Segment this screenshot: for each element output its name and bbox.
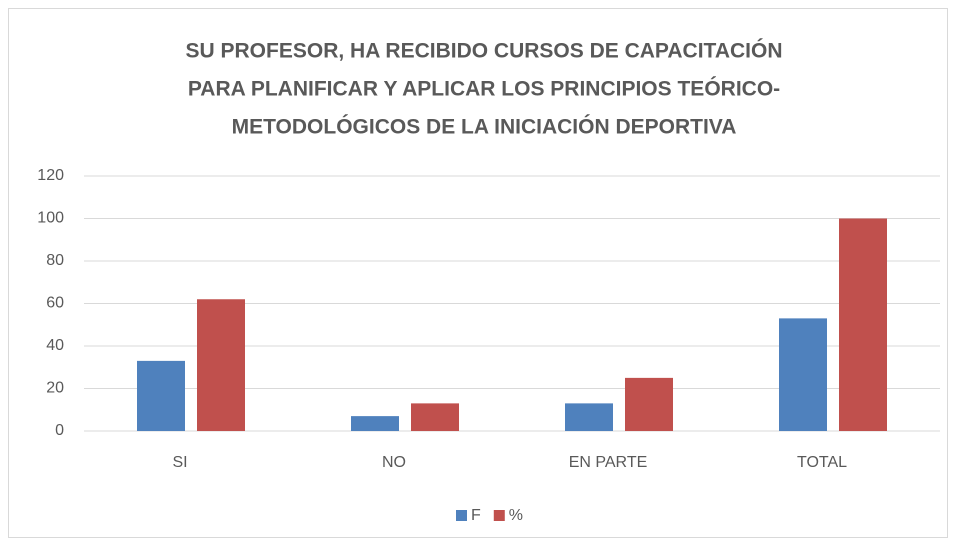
bar (625, 377, 673, 431)
legend-label: F (471, 507, 481, 524)
bar (411, 403, 459, 431)
legend-label: % (509, 507, 523, 524)
x-tick-label: SI (172, 454, 187, 471)
x-tick-label: EN PARTE (569, 454, 648, 471)
bar (137, 360, 185, 431)
y-tick-label: 120 (37, 167, 64, 184)
bar (779, 318, 827, 431)
legend-swatch (493, 510, 505, 521)
x-tick-label: TOTAL (797, 454, 847, 471)
bar (839, 218, 887, 431)
bar (197, 299, 245, 431)
x-tick-label: NO (382, 454, 406, 471)
chart-title: PARA PLANIFICAR Y APLICAR LOS PRINCIPIOS… (188, 77, 780, 101)
bar (351, 416, 399, 431)
y-tick-label: 60 (46, 295, 64, 312)
chart-border (8, 8, 948, 538)
y-tick-label: 100 (37, 210, 64, 227)
y-tick-label: 20 (46, 380, 64, 397)
chart-title: SU PROFESOR, HA RECIBIDO CURSOS DE CAPAC… (186, 39, 783, 63)
chart-title: METODOLÓGICOS DE LA INICIACIÓN DEPORTIVA (232, 115, 737, 139)
bar (565, 403, 613, 431)
y-tick-label: 80 (46, 252, 64, 269)
legend-swatch (456, 510, 467, 521)
y-tick-label: 40 (46, 337, 64, 354)
y-tick-label: 0 (55, 422, 64, 439)
